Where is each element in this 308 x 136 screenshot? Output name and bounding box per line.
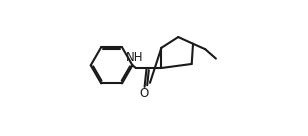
Text: O: O: [139, 87, 148, 100]
Text: NH: NH: [126, 51, 144, 64]
